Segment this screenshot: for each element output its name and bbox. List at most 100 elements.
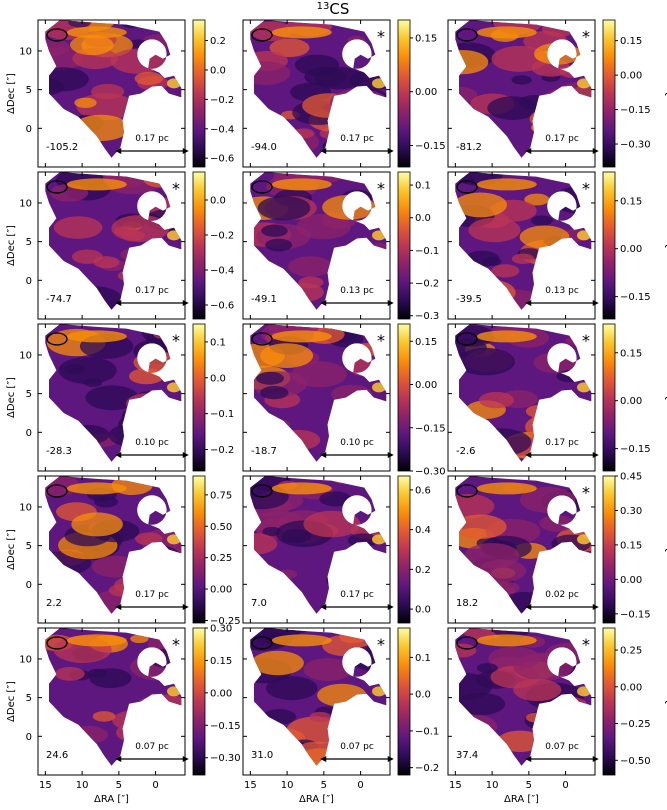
star-marker: * xyxy=(377,179,385,198)
map-blob xyxy=(45,578,67,592)
map-blob xyxy=(88,668,107,678)
y-tick-label: 0 xyxy=(26,732,32,743)
map-bright-band xyxy=(66,178,127,191)
x-tick-label: 15 xyxy=(39,780,52,791)
colorbar xyxy=(397,323,411,472)
beam-ellipse xyxy=(251,636,273,650)
map-blob xyxy=(142,34,175,50)
map-blob xyxy=(497,730,543,752)
colorbar-tick-label: −0.2 xyxy=(415,279,439,290)
map-blob xyxy=(67,286,122,310)
map-blob xyxy=(502,591,548,613)
colorbar-tick-label: −0.15 xyxy=(620,105,651,116)
map-blob xyxy=(118,412,168,436)
scalebar-arrow-right xyxy=(182,756,189,762)
map-blob xyxy=(251,563,275,574)
colorbar-tick-label: 0.00 xyxy=(620,575,642,586)
map-blob xyxy=(256,371,284,385)
map-blob xyxy=(352,89,387,107)
colorbar-tick-label: −0.2 xyxy=(210,445,234,456)
map-bright-tip xyxy=(372,382,386,393)
beam-ellipse xyxy=(46,28,68,42)
axes-frame xyxy=(37,171,186,320)
map-blob xyxy=(139,704,177,722)
x-tick-label: 10 xyxy=(281,780,294,791)
map-blob xyxy=(519,225,570,249)
x-tick-label: 0 xyxy=(562,780,568,791)
scalebar-arrow-right xyxy=(387,452,394,458)
scalebar-arrow-left xyxy=(115,452,122,458)
panel-13: 15 10 5 0 0 5 10 * 24.6 0.07 pc −0.30 −0.15 0.00 0.15… xyxy=(6,624,241,806)
colorbar-label: τ xyxy=(662,394,667,401)
map-blob xyxy=(455,192,507,218)
map-blob xyxy=(260,386,289,400)
colorbar xyxy=(397,627,411,776)
colorbar-tick-label: 0.25 xyxy=(210,553,232,564)
map-blob xyxy=(135,532,163,546)
map-blob xyxy=(319,491,352,507)
colorbar-tick-label: −0.6 xyxy=(210,301,234,312)
colorbar-tick-label: −0.25 xyxy=(210,616,241,627)
x-tick-label: 10 xyxy=(486,780,499,791)
map-blob xyxy=(352,251,387,268)
map-blob xyxy=(524,193,550,206)
star-marker: * xyxy=(172,331,180,350)
map-blob xyxy=(281,529,312,544)
map-blob xyxy=(134,71,163,86)
map-bright-tip xyxy=(167,686,181,697)
colorbar-tick-label: 0.0 xyxy=(210,65,226,76)
colorbar-tick-label: 0.6 xyxy=(415,485,431,496)
velocity-label: -74.7 xyxy=(46,294,72,305)
colorbar-tick-label: −0.1 xyxy=(210,409,234,420)
colorbar-tick-label: 0.15 xyxy=(415,337,437,348)
figure-title: 13CS xyxy=(317,0,350,18)
map-blob xyxy=(164,30,182,41)
map-blob xyxy=(45,422,69,439)
map-blob xyxy=(58,428,78,438)
map-blob xyxy=(130,653,182,681)
scalebar-label: 0.17 pc xyxy=(545,438,579,448)
star-marker: * xyxy=(582,27,590,46)
map-blob xyxy=(465,250,500,267)
velocity-label: -81.2 xyxy=(456,142,482,153)
y-tick-label: 5 xyxy=(26,693,32,704)
map-blob xyxy=(366,426,385,436)
scalebar-label: 0.07 pc xyxy=(340,742,374,752)
panel-9: * -2.6 0.17 pc −0.15 0.00 0.15 τ xyxy=(447,323,667,472)
beam-ellipse xyxy=(456,180,478,194)
map-bright-band xyxy=(476,634,537,647)
map-blob xyxy=(45,67,89,92)
title-main: CS xyxy=(329,0,349,18)
map-bright-tip xyxy=(577,78,591,89)
colorbar-tick-label: 0.00 xyxy=(210,585,232,596)
map-blob xyxy=(257,195,311,221)
colorbar-tick-label: 0.15 xyxy=(210,656,232,667)
scalebar-arrow-left xyxy=(525,452,532,458)
colorbar xyxy=(602,627,616,776)
x-axis-label: ΔRA [″] xyxy=(94,794,129,805)
colorbar-tick-label: −0.2 xyxy=(210,95,234,106)
scalebar-arrow-right xyxy=(592,300,599,306)
colorbar-label: τ xyxy=(662,242,667,249)
scalebar-arrow-right xyxy=(387,604,394,610)
map-blob xyxy=(298,276,324,289)
scalebar-arrow-left xyxy=(525,604,532,610)
colorbar-tick-label: −0.6 xyxy=(210,154,234,165)
map-blob xyxy=(250,533,278,555)
map-blob xyxy=(91,83,125,100)
map-blob xyxy=(71,249,103,264)
colorbar-tick-label: 0.00 xyxy=(415,87,437,98)
scalebar-label: 0.07 pc xyxy=(135,742,169,752)
map-blob xyxy=(491,264,520,278)
map-blob xyxy=(45,39,70,57)
panel-2: * -94.0 0.17 pc −0.15 0.00 0.15 xyxy=(242,19,446,168)
y-tick-label: 0 xyxy=(26,428,32,439)
map-blob xyxy=(296,741,339,762)
map-blob xyxy=(455,49,489,75)
beam-ellipse xyxy=(46,180,68,194)
map-blob xyxy=(347,36,366,45)
x-tick-label: 10 xyxy=(76,780,89,791)
colorbar xyxy=(192,475,206,624)
map-blob xyxy=(559,416,589,431)
map-bright-band xyxy=(271,178,332,191)
